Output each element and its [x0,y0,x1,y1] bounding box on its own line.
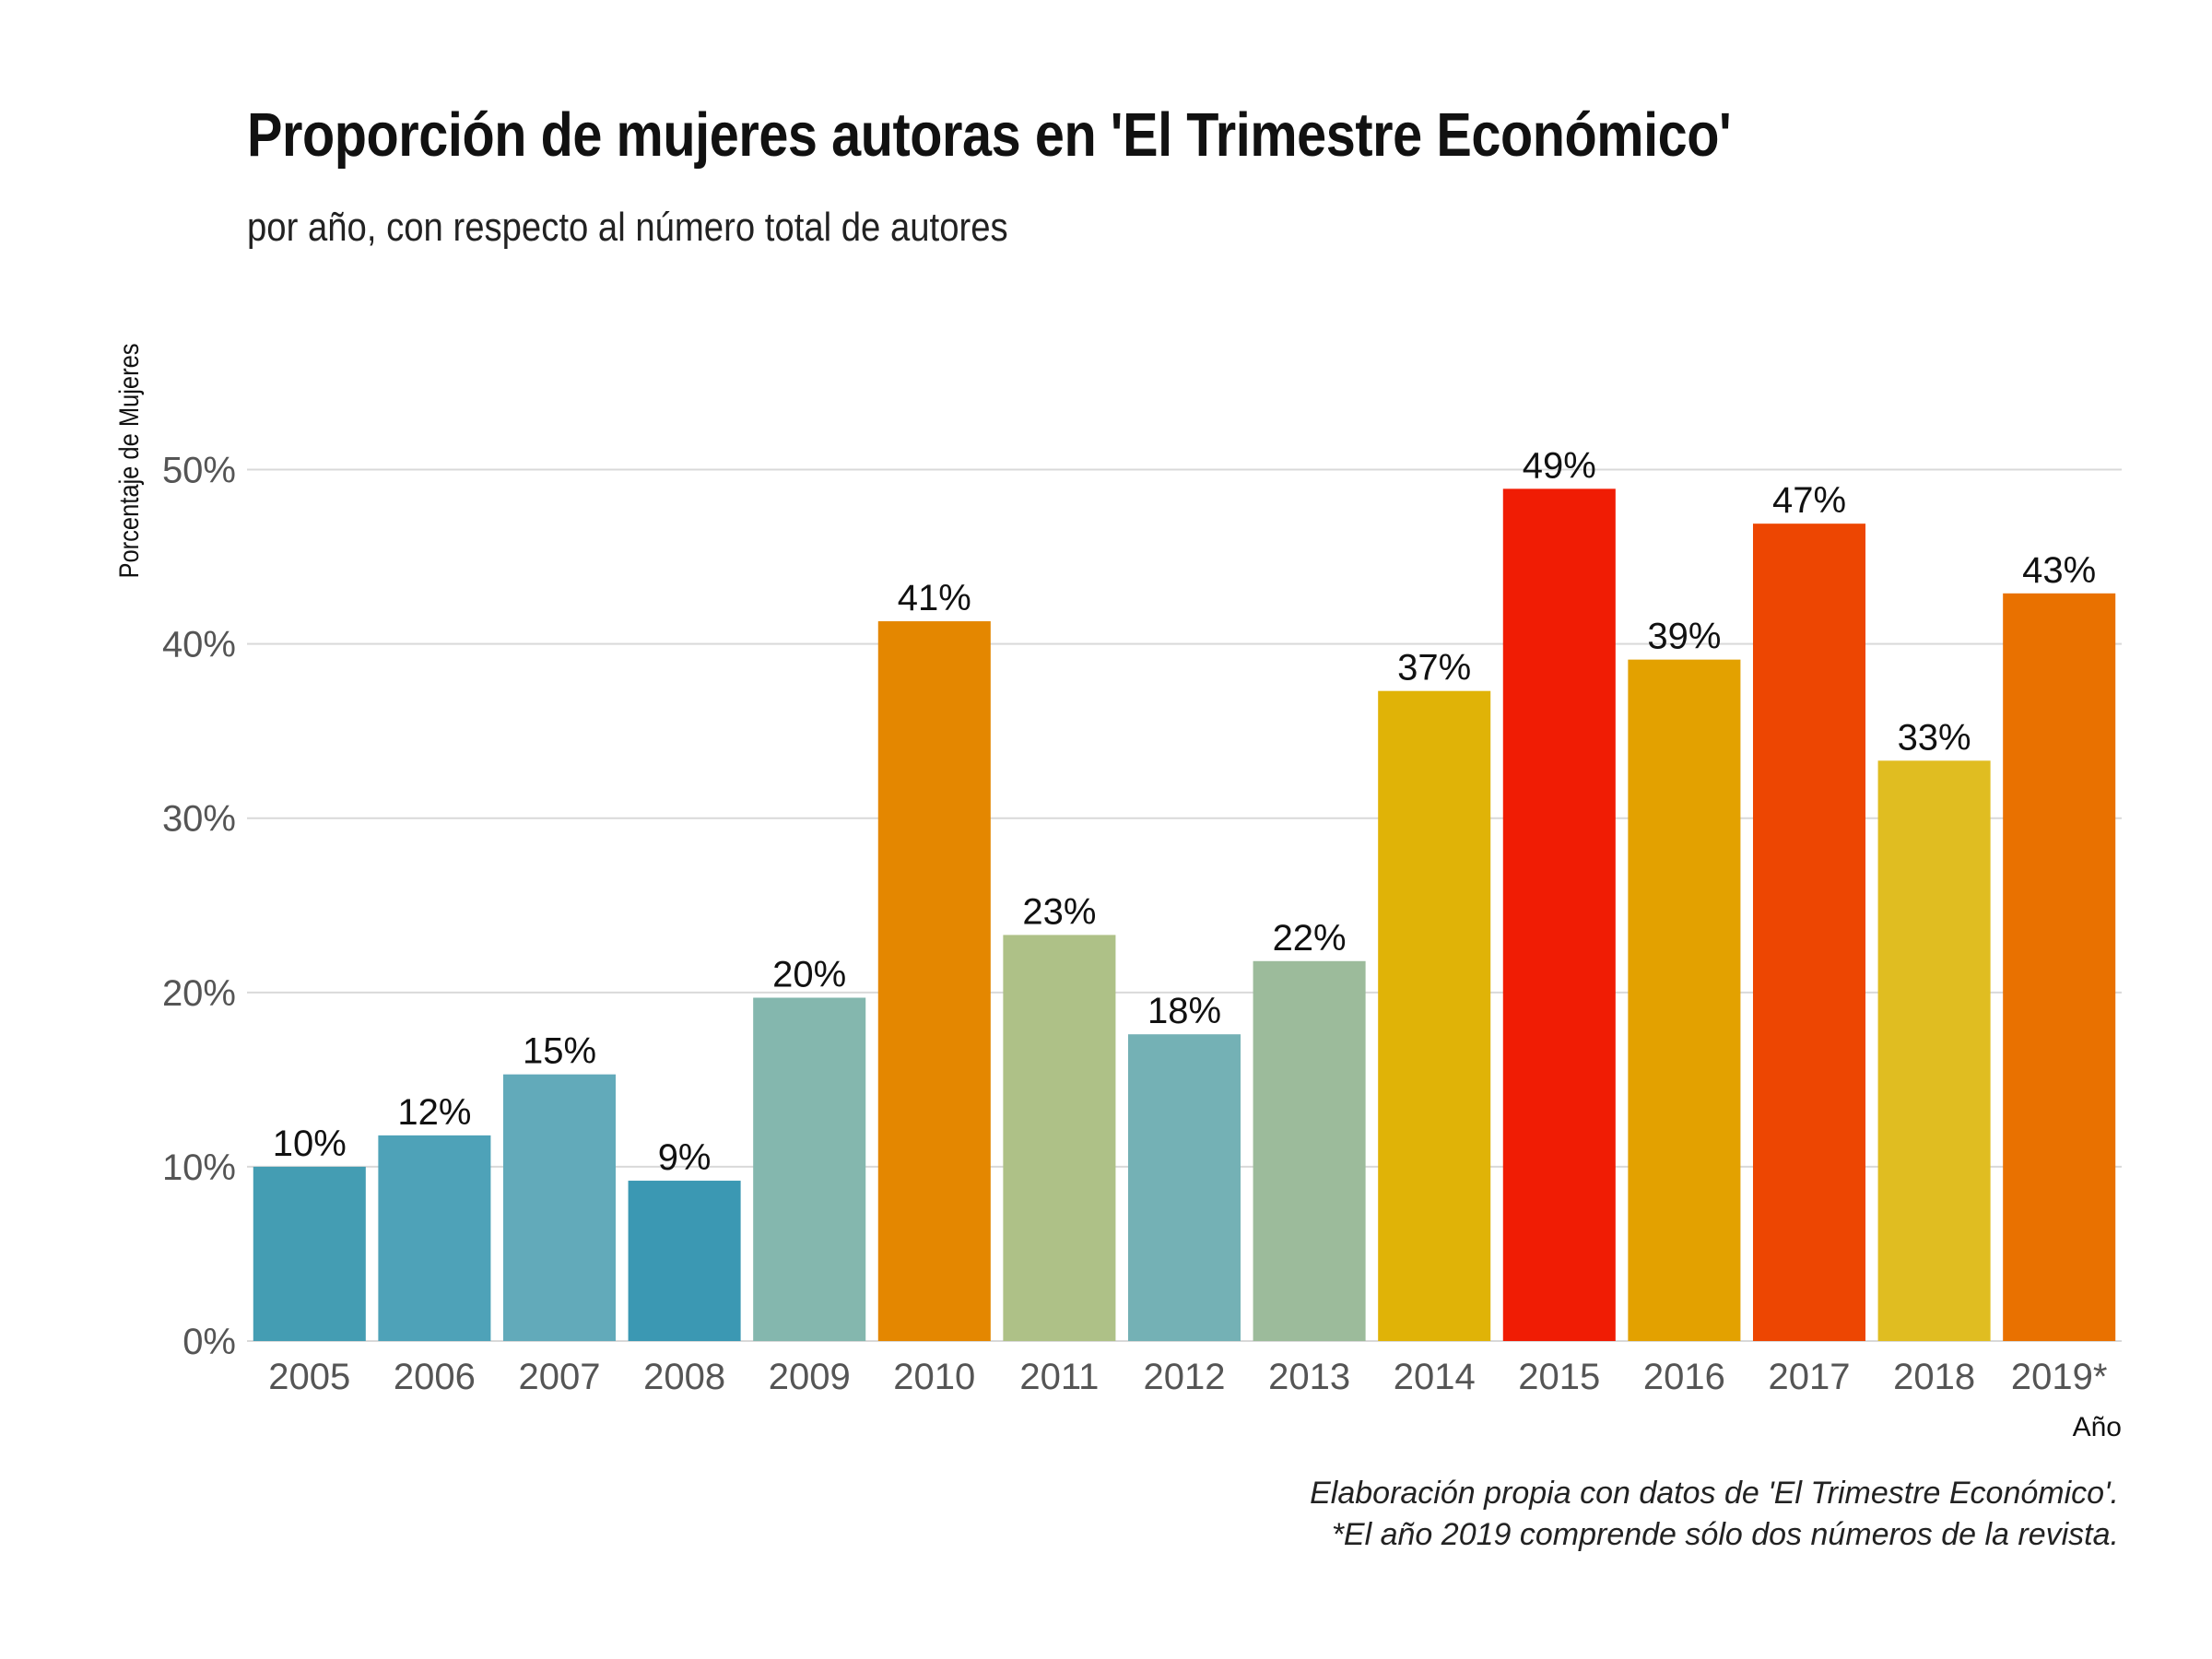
bar-2019 [2003,593,2116,1341]
chart-subtitle: por año, con respecto al número total de… [247,205,1008,250]
chart-title: Proporción de mujeres autoras en 'El Tri… [247,100,1732,170]
y-axis-ticks: 0% 10% 20% 30% 40% 50% [162,451,236,1362]
bar-2009 [753,997,866,1341]
bar-2016 [1628,659,1741,1341]
data-label: 39% [1647,617,1721,657]
x-axis-ticks: 2005 2006 2007 2008 2009 2010 2011 2012 2013 2014… [268,1357,2107,1397]
bar-2007 [502,1074,617,1341]
x-tick-label: 2010 [893,1357,975,1397]
bar-2017 [1752,524,1866,1341]
x-tick-label: 2011 [1019,1357,1099,1397]
x-tick-label: 2006 [394,1357,476,1397]
caption-note: *El año 2019 comprende sólo dos números … [1331,1517,2119,1552]
data-label: 10% [273,1124,347,1164]
y-tick-label: 0% [182,1322,236,1362]
x-tick-label: 2012 [1144,1357,1226,1397]
data-label: 37% [1397,648,1471,688]
data-label: 41% [898,578,971,618]
x-tick-label: 2016 [1643,1357,1725,1397]
bar-2005 [253,1166,366,1341]
x-tick-label: 2009 [769,1357,851,1397]
data-label: 22% [1273,918,1347,959]
x-tick-label: 2019* [2011,1357,2108,1397]
x-tick-label: 2008 [643,1357,725,1397]
chart-caption: Elaboración propia con datos de 'El Trim… [921,1473,2119,1556]
bar-2006 [378,1135,491,1341]
data-label: 43% [2022,550,2096,591]
caption-source: Elaboración propia con datos de 'El Trim… [1310,1476,2119,1511]
data-label: 18% [1147,991,1221,1031]
y-axis-title: Porcentaje de Mujeres [113,343,144,578]
x-tick-label: 2017 [1769,1357,1851,1397]
x-axis-title: Año [2073,1412,2122,1442]
y-tick-label: 50% [162,451,236,491]
data-label: 47% [1772,480,1846,521]
data-label: 23% [1022,891,1096,932]
bars [253,488,2116,1341]
bar-2011 [1003,935,1116,1341]
bar-2008 [628,1181,741,1341]
data-label: 12% [397,1092,471,1133]
data-label: 33% [1898,717,1971,758]
bar-2012 [1127,1034,1241,1341]
bar-2010 [877,621,991,1341]
y-tick-label: 40% [162,625,236,665]
y-tick-label: 20% [162,973,236,1014]
data-label: 49% [1523,445,1596,486]
x-tick-label: 2015 [1518,1357,1600,1397]
x-tick-label: 2014 [1394,1357,1476,1397]
bar-2013 [1253,960,1366,1341]
bar-2018 [1877,760,1991,1341]
x-tick-label: 2005 [268,1357,350,1397]
data-label: 15% [523,1031,596,1072]
x-tick-label: 2018 [1893,1357,1975,1397]
bar-2015 [1502,488,1616,1341]
data-labels: 10% 12% 15% 9% 20% 41% 23% 18% 22% 37% 49% 39% 47% 33… [273,445,2096,1178]
x-tick-label: 2007 [519,1357,601,1397]
bar-2014 [1378,690,1491,1341]
data-label: 9% [658,1137,712,1178]
x-tick-label: 2013 [1268,1357,1350,1397]
y-tick-label: 30% [162,799,236,840]
data-label: 20% [772,954,846,994]
y-tick-label: 10% [162,1147,236,1188]
